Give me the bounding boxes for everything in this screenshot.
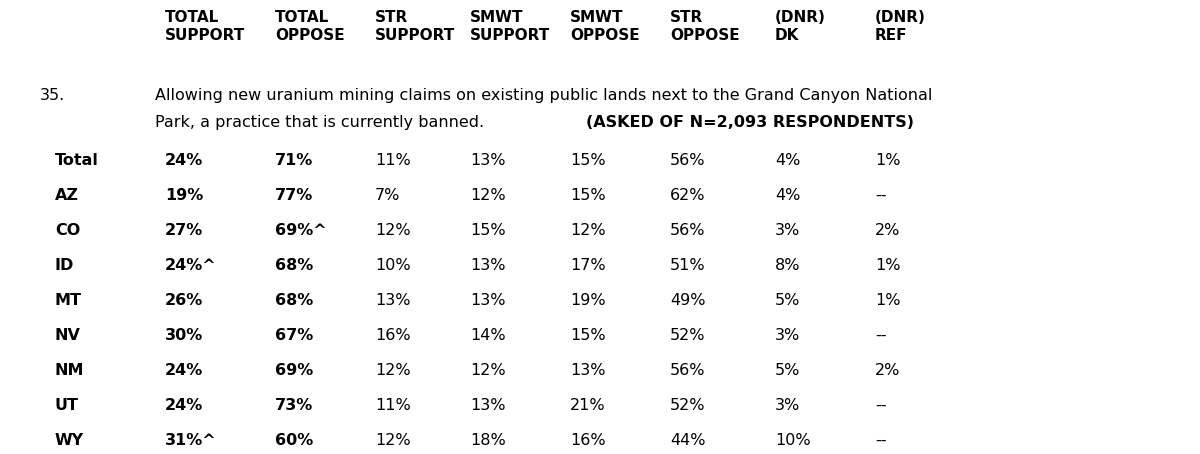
Text: 16%: 16% (570, 433, 606, 448)
Text: 5%: 5% (775, 363, 800, 378)
Text: 13%: 13% (470, 293, 505, 308)
Text: AZ: AZ (55, 188, 79, 203)
Text: --: -- (875, 188, 887, 203)
Text: 13%: 13% (374, 293, 410, 308)
Text: 56%: 56% (670, 223, 706, 238)
Text: SMWT
OPPOSE: SMWT OPPOSE (570, 10, 640, 43)
Text: 68%: 68% (275, 258, 313, 273)
Text: 68%: 68% (275, 293, 313, 308)
Text: 69%: 69% (275, 363, 313, 378)
Text: 12%: 12% (374, 223, 410, 238)
Text: 3%: 3% (775, 223, 800, 238)
Text: 15%: 15% (570, 153, 606, 168)
Text: 77%: 77% (275, 188, 313, 203)
Text: 52%: 52% (670, 398, 706, 413)
Text: 12%: 12% (374, 433, 410, 448)
Text: --: -- (875, 328, 887, 343)
Text: 12%: 12% (470, 363, 505, 378)
Text: 21%: 21% (570, 398, 606, 413)
Text: 12%: 12% (570, 223, 606, 238)
Text: UT: UT (55, 398, 79, 413)
Text: STR
SUPPORT: STR SUPPORT (374, 10, 455, 43)
Text: 14%: 14% (470, 328, 505, 343)
Text: 24%: 24% (166, 363, 203, 378)
Text: WY: WY (55, 433, 84, 448)
Text: 19%: 19% (570, 293, 606, 308)
Text: 30%: 30% (166, 328, 203, 343)
Text: 18%: 18% (470, 433, 505, 448)
Text: 12%: 12% (374, 363, 410, 378)
Text: CO: CO (55, 223, 80, 238)
Text: 2%: 2% (875, 223, 900, 238)
Text: 51%: 51% (670, 258, 706, 273)
Text: Allowing new uranium mining claims on existing public lands next to the Grand Ca: Allowing new uranium mining claims on ex… (155, 88, 932, 103)
Text: 13%: 13% (470, 153, 505, 168)
Text: Total: Total (55, 153, 98, 168)
Text: 11%: 11% (374, 153, 410, 168)
Text: 27%: 27% (166, 223, 203, 238)
Text: --: -- (875, 433, 887, 448)
Text: 10%: 10% (374, 258, 410, 273)
Text: 31%^: 31%^ (166, 433, 217, 448)
Text: 73%: 73% (275, 398, 313, 413)
Text: Park, a practice that is currently banned.: Park, a practice that is currently banne… (155, 115, 490, 130)
Text: 4%: 4% (775, 153, 800, 168)
Text: 16%: 16% (374, 328, 410, 343)
Text: NM: NM (55, 363, 84, 378)
Text: 8%: 8% (775, 258, 800, 273)
Text: 5%: 5% (775, 293, 800, 308)
Text: 3%: 3% (775, 398, 800, 413)
Text: 1%: 1% (875, 153, 900, 168)
Text: 11%: 11% (374, 398, 410, 413)
Text: 56%: 56% (670, 153, 706, 168)
Text: 13%: 13% (470, 258, 505, 273)
Text: NV: NV (55, 328, 80, 343)
Text: 56%: 56% (670, 363, 706, 378)
Text: 24%: 24% (166, 398, 203, 413)
Text: 13%: 13% (570, 363, 606, 378)
Text: 2%: 2% (875, 363, 900, 378)
Text: ID: ID (55, 258, 74, 273)
Text: (DNR)
DK: (DNR) DK (775, 10, 826, 43)
Text: 44%: 44% (670, 433, 706, 448)
Text: --: -- (875, 398, 887, 413)
Text: MT: MT (55, 293, 82, 308)
Text: 15%: 15% (570, 328, 606, 343)
Text: STR
OPPOSE: STR OPPOSE (670, 10, 739, 43)
Text: 1%: 1% (875, 258, 900, 273)
Text: 24%: 24% (166, 153, 203, 168)
Text: 67%: 67% (275, 328, 313, 343)
Text: 49%: 49% (670, 293, 706, 308)
Text: 62%: 62% (670, 188, 706, 203)
Text: 60%: 60% (275, 433, 313, 448)
Text: 15%: 15% (470, 223, 505, 238)
Text: 4%: 4% (775, 188, 800, 203)
Text: 15%: 15% (570, 188, 606, 203)
Text: 19%: 19% (166, 188, 203, 203)
Text: 71%: 71% (275, 153, 313, 168)
Text: 12%: 12% (470, 188, 505, 203)
Text: 69%^: 69%^ (275, 223, 326, 238)
Text: (DNR)
REF: (DNR) REF (875, 10, 926, 43)
Text: TOTAL
SUPPORT: TOTAL SUPPORT (166, 10, 245, 43)
Text: 7%: 7% (374, 188, 401, 203)
Text: 1%: 1% (875, 293, 900, 308)
Text: 10%: 10% (775, 433, 811, 448)
Text: TOTAL
OPPOSE: TOTAL OPPOSE (275, 10, 344, 43)
Text: (ASKED OF N=2,093 RESPONDENTS): (ASKED OF N=2,093 RESPONDENTS) (587, 115, 914, 130)
Text: 3%: 3% (775, 328, 800, 343)
Text: 26%: 26% (166, 293, 203, 308)
Text: 24%^: 24%^ (166, 258, 217, 273)
Text: 17%: 17% (570, 258, 606, 273)
Text: 35.: 35. (40, 88, 65, 103)
Text: 52%: 52% (670, 328, 706, 343)
Text: SMWT
SUPPORT: SMWT SUPPORT (470, 10, 551, 43)
Text: 13%: 13% (470, 398, 505, 413)
